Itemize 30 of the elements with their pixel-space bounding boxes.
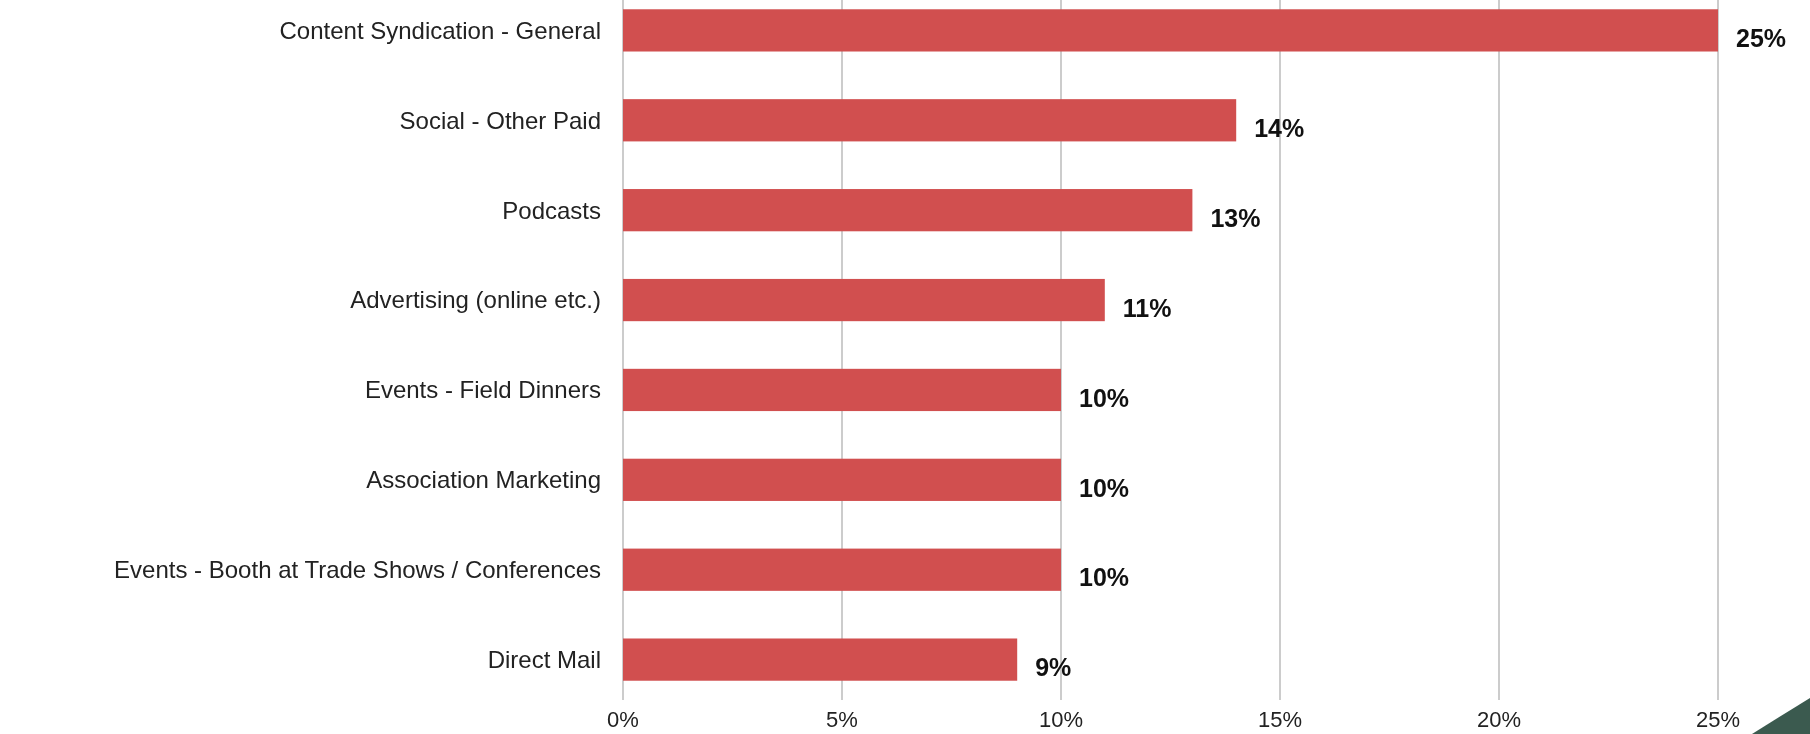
data-label: 10% [1079,473,1130,502]
data-label: 13% [1210,203,1261,232]
bar [623,548,1061,591]
bar [623,99,1237,142]
data-label: 25% [1736,24,1787,53]
y-tick-label: Content Syndication - General [279,16,601,44]
y-tick-label: Events - Booth at Trade Shows / Conferences [114,556,601,584]
x-tick-label: 20% [1476,707,1522,732]
y-tick-label: Social - Other Paid [399,106,601,134]
bar [623,458,1061,501]
data-label: 10% [1079,383,1130,412]
y-tick-label: Association Marketing [366,466,601,494]
x-tick-label: 10% [1038,707,1084,732]
x-tick-label: 15% [1257,707,1303,732]
y-tick-label: Advertising (online etc.) [350,286,601,314]
bar [623,9,1718,52]
y-tick-label: Podcasts [502,196,601,224]
y-tick-label: Events - Field Dinners [364,376,601,404]
data-label: 10% [1079,563,1130,592]
data-label: 11% [1122,293,1172,322]
bar [623,638,1018,681]
x-tick-label: 0% [607,707,639,732]
bar [623,278,1105,322]
bar [623,368,1061,412]
bar [623,189,1193,232]
y-tick-label: Direct Mail [487,646,601,674]
x-tick-label: 5% [826,707,858,732]
data-label: 14% [1254,114,1305,143]
data-label: 9% [1035,653,1072,682]
x-tick-label: 25% [1695,707,1741,732]
